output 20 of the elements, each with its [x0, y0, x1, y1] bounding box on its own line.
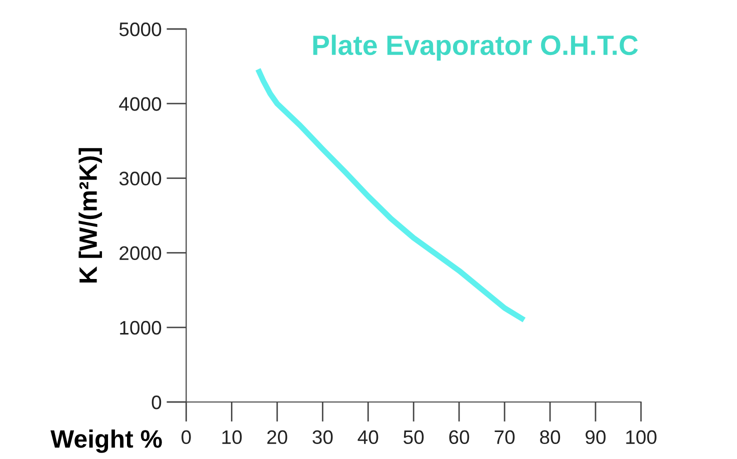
x-tick-label: 20 [267, 430, 288, 444]
x-tick-label: 50 [404, 430, 424, 444]
y-tick-label: 1000 [120, 320, 162, 335]
y-tick-label: 4000 [119, 97, 162, 111]
y-axis-title: K [W/(m²K)] [78, 148, 102, 283]
x-axis-title: Weight % [50, 429, 162, 453]
chart-title: Plate Evaporator O.H.T.C [313, 34, 638, 61]
x-tick-label: 100 [626, 430, 656, 444]
y-tick-label: 3000 [119, 172, 162, 186]
x-tick-label: 40 [358, 430, 378, 444]
x-tick-label: 60 [449, 430, 470, 444]
y-tick-label: 2000 [120, 246, 162, 260]
y-tick-label: 5000 [119, 22, 162, 36]
x-tick-label: 80 [540, 430, 560, 444]
x-tick-label: 10 [222, 430, 242, 444]
x-tick-label: 70 [494, 430, 515, 444]
y-tick-label: 0 [152, 395, 162, 410]
x-tick-label: 0 [182, 430, 191, 444]
x-tick-label: 90 [586, 430, 606, 444]
x-tick-label: 30 [312, 430, 333, 444]
